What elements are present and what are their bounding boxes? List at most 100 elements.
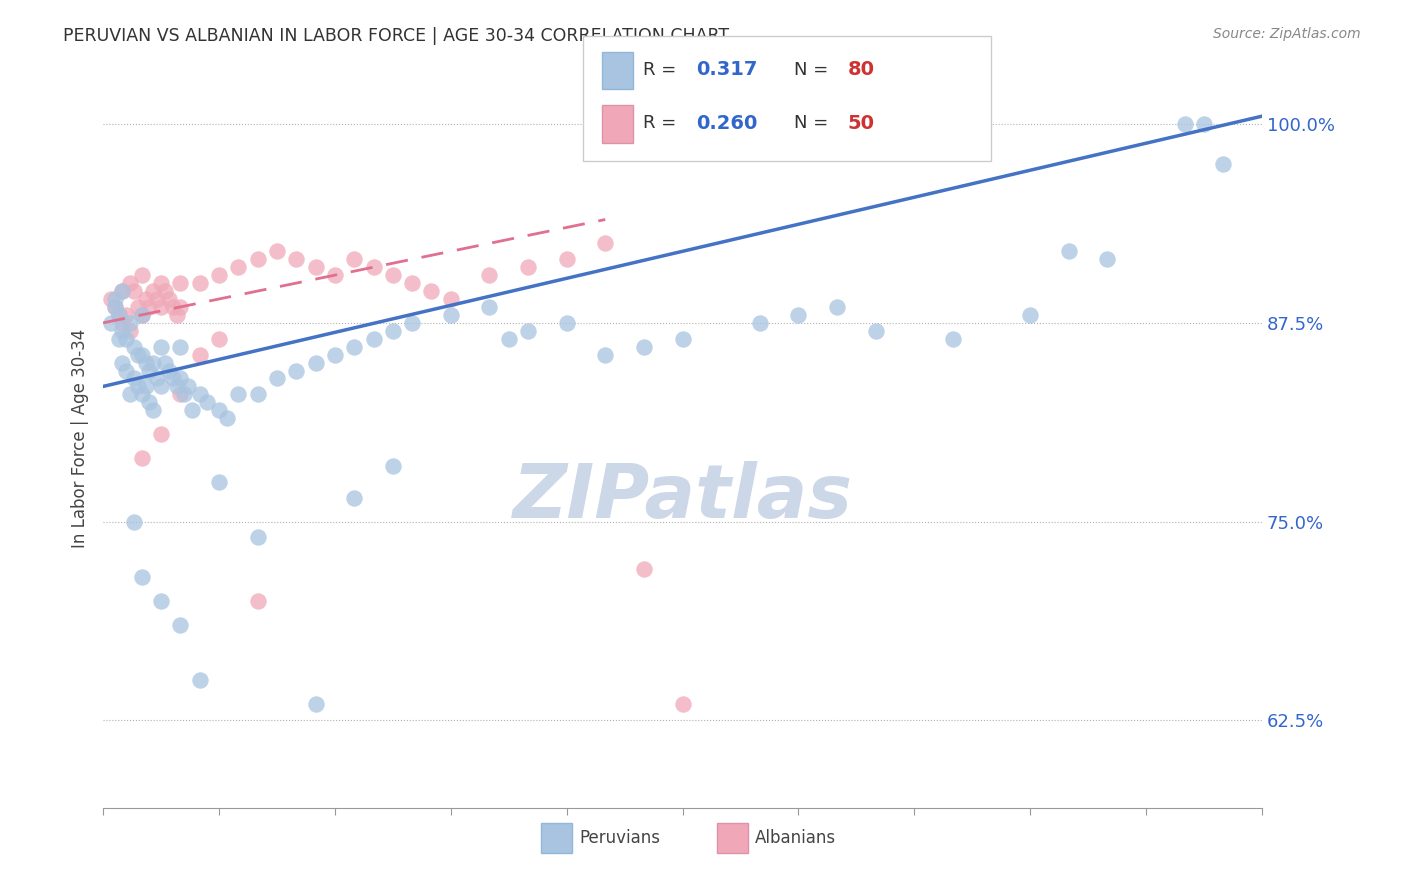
Point xyxy=(304,355,326,369)
Text: 50: 50 xyxy=(848,113,875,133)
Point xyxy=(138,363,160,377)
Point xyxy=(197,395,219,409)
Point xyxy=(1057,244,1080,259)
Point xyxy=(1192,117,1215,131)
Point xyxy=(1097,252,1119,267)
Point xyxy=(208,403,231,417)
Point xyxy=(517,324,540,338)
Point xyxy=(517,260,540,275)
Point xyxy=(304,698,326,712)
Point xyxy=(555,316,578,330)
Point xyxy=(208,475,231,489)
Point xyxy=(1174,117,1197,131)
Point xyxy=(131,387,153,401)
Point xyxy=(188,348,211,362)
Point xyxy=(323,348,346,362)
Point xyxy=(120,316,142,330)
Point xyxy=(246,252,269,267)
Text: R =: R = xyxy=(643,61,676,78)
Point xyxy=(498,332,520,346)
Point xyxy=(266,371,288,385)
Point xyxy=(150,276,173,290)
Point xyxy=(162,300,184,314)
Point xyxy=(228,260,250,275)
Point xyxy=(440,308,463,322)
Point xyxy=(633,562,655,576)
Point xyxy=(748,316,770,330)
Point xyxy=(215,411,238,425)
Point xyxy=(138,300,160,314)
Text: 80: 80 xyxy=(848,60,875,79)
Point xyxy=(111,284,134,298)
Text: ZIPatlas: ZIPatlas xyxy=(513,460,852,533)
Point xyxy=(865,324,887,338)
Point xyxy=(478,268,501,282)
Point xyxy=(111,324,134,338)
Point xyxy=(169,371,191,385)
Point xyxy=(169,300,191,314)
Y-axis label: In Labor Force | Age 30-34: In Labor Force | Age 30-34 xyxy=(72,328,89,548)
Point xyxy=(177,379,200,393)
Point xyxy=(285,252,308,267)
Point xyxy=(166,308,188,322)
Point xyxy=(127,348,149,362)
Point xyxy=(104,300,127,314)
Point xyxy=(142,355,165,369)
Point xyxy=(107,308,129,322)
Point xyxy=(1019,308,1042,322)
Point xyxy=(363,332,385,346)
Point xyxy=(122,340,145,354)
Point xyxy=(135,379,157,393)
Point xyxy=(169,340,191,354)
Point xyxy=(343,340,366,354)
Point xyxy=(100,292,122,306)
Point xyxy=(169,617,191,632)
Point xyxy=(266,244,288,259)
Point xyxy=(304,260,326,275)
Point xyxy=(127,379,149,393)
Point xyxy=(157,363,180,377)
Point xyxy=(166,379,188,393)
Point xyxy=(122,371,145,385)
Point xyxy=(115,363,138,377)
Point xyxy=(104,292,127,306)
Point xyxy=(188,276,211,290)
Point xyxy=(593,348,616,362)
Point xyxy=(157,292,180,306)
Point xyxy=(381,324,404,338)
Point xyxy=(150,594,173,608)
Point xyxy=(115,332,138,346)
Point xyxy=(173,387,195,401)
Point xyxy=(153,284,176,298)
Point xyxy=(942,332,965,346)
Point xyxy=(131,308,153,322)
Point xyxy=(285,363,308,377)
Point xyxy=(150,427,173,442)
Point xyxy=(127,300,149,314)
Point xyxy=(111,284,134,298)
Point xyxy=(135,292,157,306)
Point xyxy=(188,673,211,688)
Point xyxy=(343,252,366,267)
Point xyxy=(150,379,173,393)
Point xyxy=(122,515,145,529)
Point xyxy=(100,316,122,330)
Point xyxy=(115,308,138,322)
Text: 0.260: 0.260 xyxy=(696,113,758,133)
Point xyxy=(593,236,616,251)
Point xyxy=(671,332,693,346)
Point xyxy=(246,530,269,544)
Point xyxy=(146,292,169,306)
Point xyxy=(555,252,578,267)
Point xyxy=(246,387,269,401)
Point xyxy=(787,308,810,322)
Point xyxy=(135,355,157,369)
Point xyxy=(181,403,204,417)
Point xyxy=(122,284,145,298)
Point xyxy=(142,403,165,417)
Point xyxy=(104,300,127,314)
Text: Source: ZipAtlas.com: Source: ZipAtlas.com xyxy=(1213,27,1361,41)
Point xyxy=(478,300,501,314)
Point xyxy=(120,387,142,401)
Point xyxy=(131,308,153,322)
